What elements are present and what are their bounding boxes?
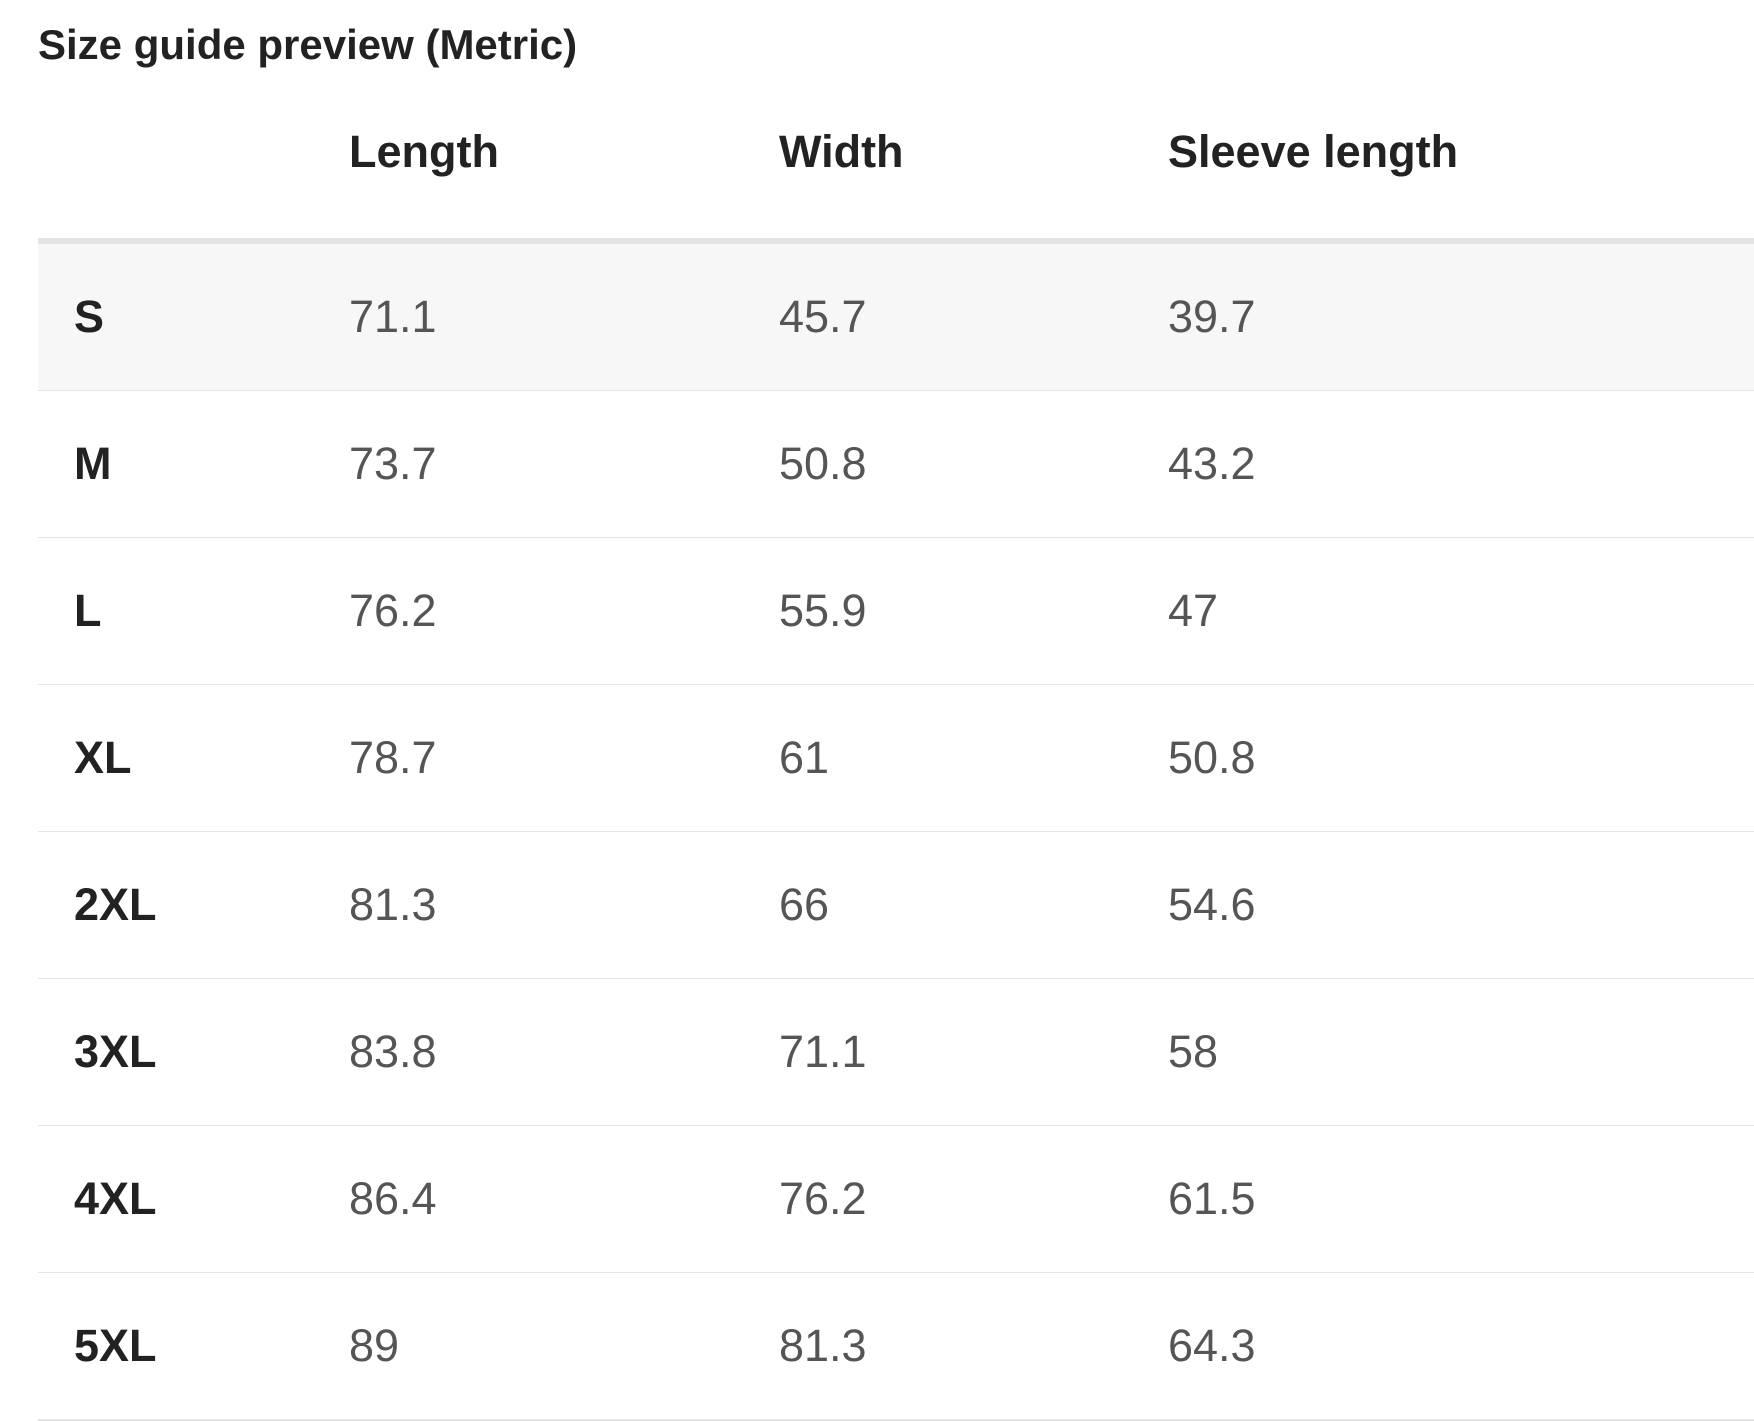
measurement: 64.3 [1168,1320,1256,1371]
measurement: 50.8 [779,438,867,489]
measurement: 73.7 [349,438,437,489]
measurement: 78.7 [349,732,437,783]
measurement: 58 [1168,1026,1219,1077]
size-label: 2XL [74,879,157,930]
column-header: Sleeve length [1168,126,1459,177]
measurement: 54.6 [1168,879,1256,930]
measurement: 76.2 [779,1173,867,1224]
measurement: 71.1 [349,291,437,342]
measurement: 86.4 [349,1173,437,1224]
table-row: L 76.2 55.9 47 [38,538,1754,686]
measurement: 81.3 [779,1320,867,1371]
size-label: 4XL [74,1173,157,1224]
measurement: 55.9 [779,585,867,636]
header-divider [38,238,1754,244]
size-label: 3XL [74,1026,157,1077]
measurement: 71.1 [779,1026,867,1077]
table-row: 4XL 86.4 76.2 61.5 [38,1126,1754,1274]
measurement: 47 [1168,585,1219,636]
measurement: 89 [349,1320,400,1371]
size-label: L [74,585,102,636]
size-label: 5XL [74,1320,157,1371]
table-row: 3XL 83.8 71.1 58 [38,979,1754,1127]
table-row: M 73.7 50.8 43.2 [38,391,1754,539]
measurement: 76.2 [349,585,437,636]
measurement: 39.7 [1168,291,1256,342]
title: Size guide preview (Metric) [38,21,578,68]
measurement: 45.7 [779,291,867,342]
table-row: XL 78.7 61 50.8 [38,685,1754,833]
measurement: 66 [779,879,830,930]
size-label: XL [74,732,132,783]
measurement: 83.8 [349,1026,437,1077]
measurement: 61.5 [1168,1173,1256,1224]
measurement: 61 [779,732,830,783]
measurement: 81.3 [349,879,437,930]
table-row: 5XL 89 81.3 64.3 [38,1273,1754,1421]
measurement: 50.8 [1168,732,1256,783]
table-row: 2XL 81.3 66 54.6 [38,832,1754,980]
size-label: S [74,291,105,342]
measurement: 43.2 [1168,438,1256,489]
size-label: M [74,438,112,489]
column-header: Length [349,126,499,177]
table-row: S 71.1 45.7 39.7 [38,244,1754,392]
column-header: Width [779,126,904,177]
